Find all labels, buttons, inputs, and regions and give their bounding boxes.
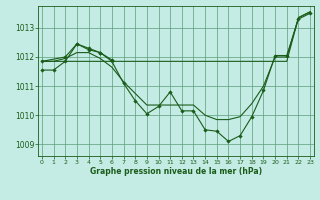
X-axis label: Graphe pression niveau de la mer (hPa): Graphe pression niveau de la mer (hPa) [90,167,262,176]
